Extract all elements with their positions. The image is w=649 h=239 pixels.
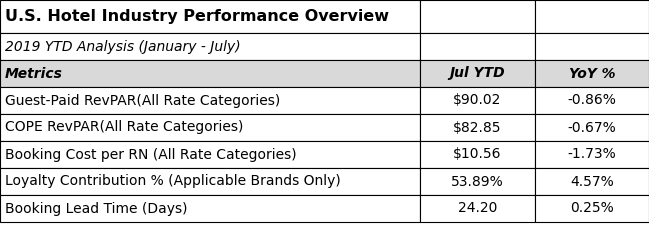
- Text: 0.25%: 0.25%: [570, 201, 614, 216]
- Text: YoY %: YoY %: [569, 66, 615, 81]
- Text: Booking Cost per RN (All Rate Categories): Booking Cost per RN (All Rate Categories…: [5, 147, 297, 162]
- Bar: [535, 33, 649, 60]
- Text: $10.56: $10.56: [453, 147, 502, 162]
- Bar: [0, 33, 420, 60]
- Bar: [0, 0, 420, 33]
- Bar: [0, 195, 420, 222]
- Bar: [420, 141, 535, 168]
- Text: Jul YTD: Jul YTD: [450, 66, 506, 81]
- Text: 24.20: 24.20: [458, 201, 497, 216]
- Text: 2019 YTD Analysis (January - July): 2019 YTD Analysis (January - July): [5, 39, 241, 54]
- Bar: [420, 0, 535, 33]
- Bar: [420, 114, 535, 141]
- Text: -1.73%: -1.73%: [568, 147, 617, 162]
- Text: Loyalty Contribution % (Applicable Brands Only): Loyalty Contribution % (Applicable Brand…: [5, 174, 341, 189]
- Text: 53.89%: 53.89%: [451, 174, 504, 189]
- Bar: [420, 195, 535, 222]
- Bar: [420, 33, 535, 60]
- Bar: [0, 60, 420, 87]
- Bar: [420, 60, 535, 87]
- Bar: [0, 168, 420, 195]
- Text: Booking Lead Time (Days): Booking Lead Time (Days): [5, 201, 188, 216]
- Bar: [535, 87, 649, 114]
- Text: Metrics: Metrics: [5, 66, 63, 81]
- Bar: [535, 168, 649, 195]
- Bar: [420, 168, 535, 195]
- Bar: [0, 87, 420, 114]
- Bar: [0, 141, 420, 168]
- Text: 4.57%: 4.57%: [570, 174, 614, 189]
- Bar: [420, 87, 535, 114]
- Bar: [0, 114, 420, 141]
- Bar: [535, 60, 649, 87]
- Text: Guest-Paid RevPAR(All Rate Categories): Guest-Paid RevPAR(All Rate Categories): [5, 93, 280, 108]
- Text: $82.85: $82.85: [453, 120, 502, 135]
- Text: U.S. Hotel Industry Performance Overview: U.S. Hotel Industry Performance Overview: [5, 9, 389, 24]
- Text: -0.67%: -0.67%: [568, 120, 617, 135]
- Text: COPE RevPAR(All Rate Categories): COPE RevPAR(All Rate Categories): [5, 120, 243, 135]
- Bar: [535, 114, 649, 141]
- Bar: [535, 141, 649, 168]
- Text: $90.02: $90.02: [453, 93, 502, 108]
- Bar: [535, 195, 649, 222]
- Bar: [535, 0, 649, 33]
- Text: -0.86%: -0.86%: [568, 93, 617, 108]
